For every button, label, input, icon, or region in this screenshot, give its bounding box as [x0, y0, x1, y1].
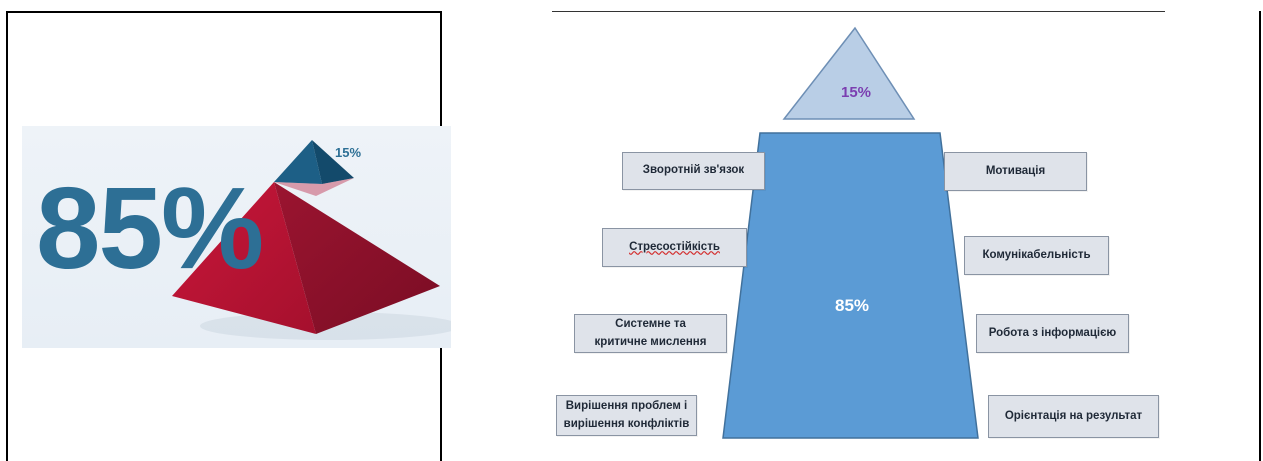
top-triangle — [782, 26, 916, 120]
table-border-right — [1259, 11, 1261, 461]
label-feedback: Зворотній зв'язок — [622, 152, 765, 190]
table-border-top-right — [552, 11, 1165, 12]
iceberg-shapes — [722, 26, 979, 439]
label-result-orientation-text: Орієнтація на результат — [1004, 409, 1143, 422]
table-border-top-left — [6, 11, 442, 13]
label-stress-resistance: Стресостійкість — [602, 228, 747, 267]
label-stress-resistance-text: Стресостійкість — [629, 240, 720, 253]
skills-iceberg-diagram: 15% 85% Зворотній зв'язок Стресостійкіст… — [442, 12, 1262, 460]
pyramid-85-image: 85% 15% — [22, 126, 451, 348]
label-motivation-text: Мотивація — [985, 164, 1046, 177]
big-percent-label: 85% — [36, 163, 264, 293]
main-trapezoid — [722, 132, 979, 439]
pyramid-graphic — [172, 140, 451, 340]
top-percent-label: 15% — [840, 84, 872, 101]
label-information-work: Робота з інформацією — [976, 314, 1129, 353]
label-motivation: Мотивація — [944, 152, 1087, 191]
label-communication-text: Комунікабельність — [982, 248, 1091, 261]
label-result-orientation: Орієнтація на результат — [988, 395, 1159, 438]
label-critical-thinking-text: Системне та критичне мислення — [594, 317, 707, 348]
label-problem-solving: Вирішення проблем і вирішення конфліктів — [556, 395, 697, 436]
label-problem-solving-text: Вирішення проблем і вирішення конфліктів — [563, 399, 690, 430]
label-information-work-text: Робота з інформацією — [988, 326, 1117, 339]
main-percent-label: 85% — [834, 296, 870, 315]
label-communication: Комунікабельність — [964, 236, 1109, 275]
label-critical-thinking: Системне та критичне мислення — [574, 314, 727, 353]
table-border-left — [6, 11, 8, 461]
small-percent-label: 15% — [335, 145, 362, 160]
label-feedback-text: Зворотній зв'язок — [642, 164, 745, 177]
